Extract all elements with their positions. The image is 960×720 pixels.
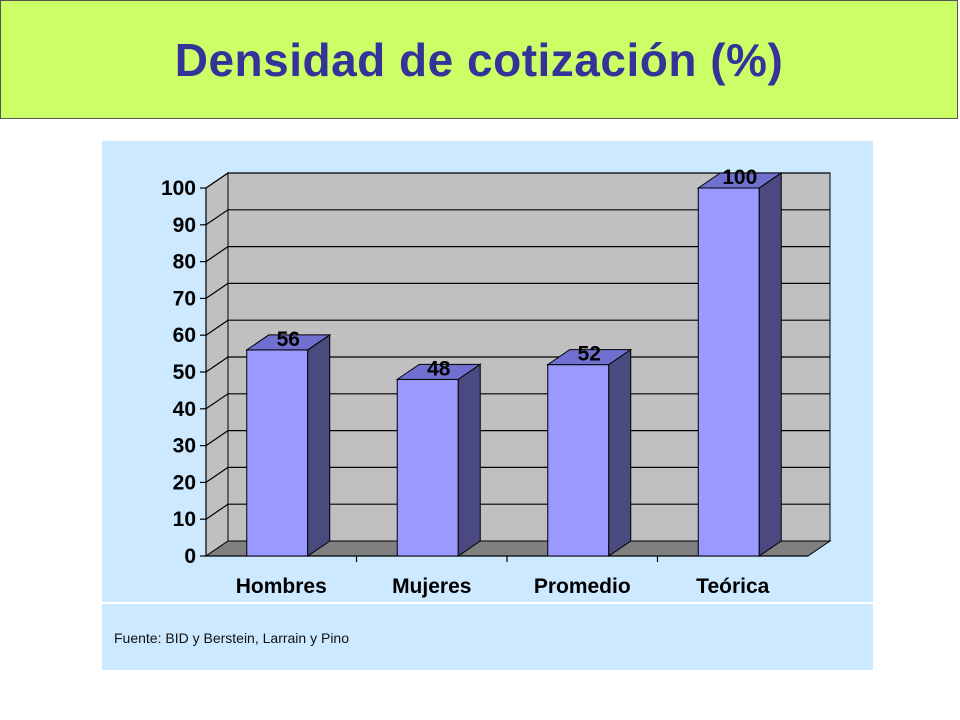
y-tick-label: 100 [161, 177, 196, 200]
bar [547, 364, 610, 557]
bar [246, 349, 309, 557]
y-tick-label: 30 [173, 435, 196, 458]
gridline [205, 172, 830, 189]
data-label: 100 [722, 166, 757, 189]
y-tick-label: 20 [173, 471, 196, 494]
source-note: Fuente: BID y Berstein, Larrain y Pino [114, 630, 349, 646]
y-tick-label: 90 [173, 214, 196, 237]
gridline [205, 209, 830, 226]
bar-chart: 0 10 20 30 40 50 60 70 80 90 100 56 Hombres 48 Mujeres… [161, 166, 832, 598]
y-tick-label: 80 [173, 251, 196, 274]
gridline [205, 282, 830, 299]
page-title: Densidad de cotización (%) [174, 33, 784, 86]
bar [697, 187, 760, 557]
y-tick-label: 70 [173, 287, 196, 310]
bar-side [307, 333, 331, 557]
chart-area: 0 10 20 30 40 50 60 70 80 90 100 56 Hombres 48 Mujeres… [102, 141, 873, 602]
x-category-label: Promedio [534, 575, 631, 598]
x-category-label: Teórica [696, 575, 769, 598]
bar-side [457, 363, 481, 557]
x-category-label: Mujeres [392, 575, 471, 598]
data-label: 48 [427, 357, 451, 380]
data-label: 52 [578, 343, 601, 366]
y-tick-label: 0 [184, 545, 196, 568]
y-tick-label: 60 [173, 324, 196, 347]
title-banner: Densidad de cotización (%) [0, 0, 958, 119]
gridline [205, 319, 830, 336]
bar-side [608, 348, 632, 557]
y-tick-label: 10 [173, 508, 196, 531]
bar-side [758, 172, 782, 557]
y-tick-label: 50 [173, 361, 196, 384]
source-box: Fuente: BID y Berstein, Larrain y Pino [102, 604, 873, 670]
gridline [205, 245, 830, 263]
data-label: 56 [277, 328, 300, 351]
y-tick-label: 40 [173, 398, 196, 421]
x-category-label: Hombres [236, 575, 327, 598]
bar [396, 378, 459, 557]
